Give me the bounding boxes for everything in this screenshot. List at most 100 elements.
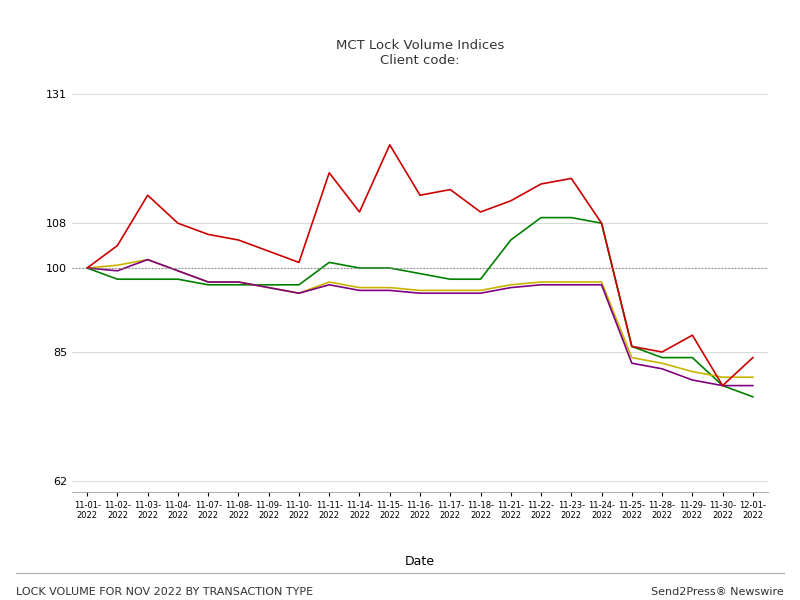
Purchase (385, 287, 394, 294)
Rate/Term (264, 248, 274, 255)
Total (718, 374, 727, 381)
Purchase (294, 290, 304, 297)
Total (143, 256, 153, 263)
Total (687, 368, 697, 375)
Purchase (143, 256, 153, 263)
Title: MCT Lock Volume Indices
Client code:: MCT Lock Volume Indices Client code: (336, 38, 504, 67)
Cash Out (82, 265, 92, 272)
Purchase (718, 382, 727, 389)
Total (597, 278, 606, 286)
Rate/Term (446, 186, 455, 193)
Cash Out (415, 270, 425, 277)
Rate/Term (113, 242, 122, 249)
Cash Out (718, 382, 727, 389)
Rate/Term (415, 191, 425, 199)
Total (536, 278, 546, 286)
X-axis label: Date: Date (405, 555, 435, 568)
Line: Purchase: Purchase (87, 260, 753, 386)
Cash Out (173, 275, 182, 283)
Cash Out (748, 393, 758, 400)
Rate/Term (658, 349, 667, 356)
Cash Out (113, 275, 122, 283)
Purchase (687, 376, 697, 383)
Cash Out (264, 281, 274, 289)
Total (113, 262, 122, 269)
Line: Total: Total (87, 260, 753, 377)
Cash Out (446, 275, 455, 283)
Cash Out (234, 281, 243, 289)
Total (566, 278, 576, 286)
Rate/Term (627, 343, 637, 350)
Total (354, 284, 364, 291)
Cash Out (658, 354, 667, 361)
Rate/Term (687, 332, 697, 339)
Rate/Term (294, 259, 304, 266)
Rate/Term (506, 197, 515, 205)
Total (294, 290, 304, 297)
Rate/Term (234, 236, 243, 244)
Purchase (354, 287, 364, 294)
Purchase (113, 267, 122, 274)
Rate/Term (718, 382, 727, 389)
Rate/Term (354, 208, 364, 215)
Total (234, 278, 243, 286)
Total (415, 287, 425, 294)
Rate/Term (82, 265, 92, 272)
Rate/Term (325, 169, 334, 176)
Total (658, 359, 667, 367)
Rate/Term (173, 220, 182, 227)
Purchase (566, 281, 576, 289)
Total (173, 267, 182, 274)
Rate/Term (143, 191, 153, 199)
Rate/Term (597, 220, 606, 227)
Cash Out (536, 214, 546, 221)
Purchase (597, 281, 606, 289)
Cash Out (325, 259, 334, 266)
Cash Out (203, 281, 213, 289)
Cash Out (687, 354, 697, 361)
Cash Out (597, 220, 606, 227)
Cash Out (566, 214, 576, 221)
Text: Send2Press® Newswire: Send2Press® Newswire (651, 587, 784, 597)
Line: Rate/Term: Rate/Term (87, 145, 753, 386)
Total (627, 354, 637, 361)
Purchase (536, 281, 546, 289)
Cash Out (385, 265, 394, 272)
Purchase (506, 284, 515, 291)
Purchase (627, 359, 637, 367)
Total (506, 281, 515, 289)
Rate/Term (748, 354, 758, 361)
Rate/Term (476, 208, 486, 215)
Cash Out (506, 236, 515, 244)
Total (476, 287, 486, 294)
Rate/Term (566, 175, 576, 182)
Cash Out (143, 275, 153, 283)
Purchase (325, 281, 334, 289)
Total (203, 278, 213, 286)
Text: LOCK VOLUME FOR NOV 2022 BY TRANSACTION TYPE: LOCK VOLUME FOR NOV 2022 BY TRANSACTION … (16, 587, 313, 597)
Purchase (415, 290, 425, 297)
Total (82, 265, 92, 272)
Purchase (446, 290, 455, 297)
Total (264, 284, 274, 291)
Cash Out (627, 343, 637, 350)
Total (446, 287, 455, 294)
Purchase (476, 290, 486, 297)
Purchase (748, 382, 758, 389)
Rate/Term (203, 231, 213, 238)
Purchase (173, 267, 182, 274)
Purchase (82, 265, 92, 272)
Total (325, 278, 334, 286)
Cash Out (476, 275, 486, 283)
Purchase (234, 278, 243, 286)
Rate/Term (536, 181, 546, 188)
Cash Out (294, 281, 304, 289)
Line: Cash Out: Cash Out (87, 218, 753, 397)
Cash Out (354, 265, 364, 272)
Purchase (658, 365, 667, 373)
Purchase (264, 284, 274, 291)
Total (385, 284, 394, 291)
Purchase (203, 278, 213, 286)
Rate/Term (385, 141, 394, 148)
Total (748, 374, 758, 381)
